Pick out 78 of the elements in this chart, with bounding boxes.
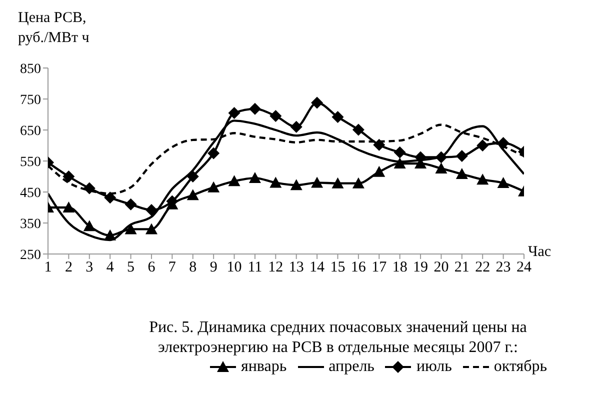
x-tick-label: 20 bbox=[434, 260, 449, 276]
x-tick-label: 21 bbox=[454, 260, 470, 276]
point bbox=[145, 204, 158, 216]
point bbox=[476, 174, 489, 185]
y-tick-label: 250 bbox=[20, 248, 41, 263]
x-tick-label: 4 bbox=[106, 260, 114, 276]
y-tick-label: 650 bbox=[20, 124, 41, 139]
point bbox=[228, 106, 240, 119]
point bbox=[208, 147, 220, 160]
point bbox=[83, 182, 96, 194]
x-tick-label: 22 bbox=[475, 260, 490, 276]
x-tick-label: 10 bbox=[226, 260, 242, 276]
legend-label: январь bbox=[240, 358, 287, 376]
x-tick-label: 14 bbox=[310, 260, 326, 276]
point bbox=[497, 137, 510, 150]
x-tick-label: 17 bbox=[372, 260, 388, 276]
point bbox=[435, 162, 448, 174]
x-tick-label: 8 bbox=[189, 260, 197, 276]
point bbox=[270, 176, 282, 188]
point bbox=[311, 176, 324, 188]
point bbox=[248, 102, 261, 115]
text: Рис. 5. Динамика средних почасовых значений цены на электроэнергию на РСВ в отдельные месяцы 2007 г.: bbox=[148, 318, 528, 358]
x-tick-label: 9 bbox=[210, 260, 218, 276]
point bbox=[311, 96, 324, 109]
x-tick-label: 2 bbox=[64, 260, 72, 276]
x-tick-label: 1 bbox=[44, 260, 52, 276]
y-axis-title: Цена РСВ, руб./МВт ч bbox=[18, 9, 90, 48]
y-tick-label: 750 bbox=[20, 92, 41, 108]
x-axis-title: Час bbox=[528, 244, 552, 261]
point bbox=[373, 138, 386, 151]
point bbox=[352, 177, 364, 188]
x-tick-label: 23 bbox=[496, 260, 511, 276]
point bbox=[332, 110, 344, 123]
x-tick-label: 18 bbox=[392, 260, 408, 276]
point bbox=[456, 150, 468, 162]
legend-label: июль bbox=[416, 358, 452, 376]
x-tick-label: 16 bbox=[350, 260, 366, 276]
y-tick-label: 350 bbox=[20, 216, 41, 232]
point bbox=[394, 157, 406, 168]
point bbox=[290, 120, 302, 133]
point bbox=[352, 124, 364, 136]
legend-label: октябрь bbox=[494, 358, 548, 376]
point bbox=[435, 151, 448, 164]
y-tick-label: 550 bbox=[20, 154, 41, 170]
point bbox=[145, 223, 158, 234]
x-tick-label: 12 bbox=[268, 260, 284, 276]
x-tick-label: 6 bbox=[148, 260, 156, 276]
legend-label: апрель bbox=[328, 358, 374, 376]
point bbox=[186, 189, 199, 200]
x-tick-label: 3 bbox=[86, 260, 94, 276]
point bbox=[476, 140, 489, 152]
point bbox=[373, 166, 386, 177]
point bbox=[497, 177, 510, 188]
point bbox=[332, 177, 344, 188]
x-tick-label: 24 bbox=[516, 260, 532, 276]
x-tick-label: 7 bbox=[168, 260, 176, 276]
x-tick-label: 11 bbox=[248, 260, 262, 276]
point bbox=[83, 220, 96, 232]
point bbox=[290, 179, 302, 190]
point bbox=[228, 175, 240, 186]
point bbox=[124, 223, 137, 234]
x-tick-label: 13 bbox=[288, 260, 304, 276]
x-tick-label: 5 bbox=[127, 260, 135, 276]
point bbox=[62, 202, 75, 212]
point bbox=[456, 168, 468, 180]
point bbox=[186, 170, 199, 182]
x-tick-label: 15 bbox=[330, 260, 346, 276]
point bbox=[104, 192, 116, 204]
x-tick-label: 19 bbox=[413, 260, 428, 276]
point bbox=[104, 229, 116, 240]
point bbox=[270, 110, 282, 122]
point bbox=[248, 172, 261, 184]
y-tick-label: 850 bbox=[20, 62, 41, 77]
y-tick-label: 450 bbox=[20, 186, 41, 201]
point bbox=[394, 146, 406, 158]
point bbox=[208, 181, 220, 192]
point bbox=[62, 170, 75, 182]
point bbox=[124, 198, 137, 210]
